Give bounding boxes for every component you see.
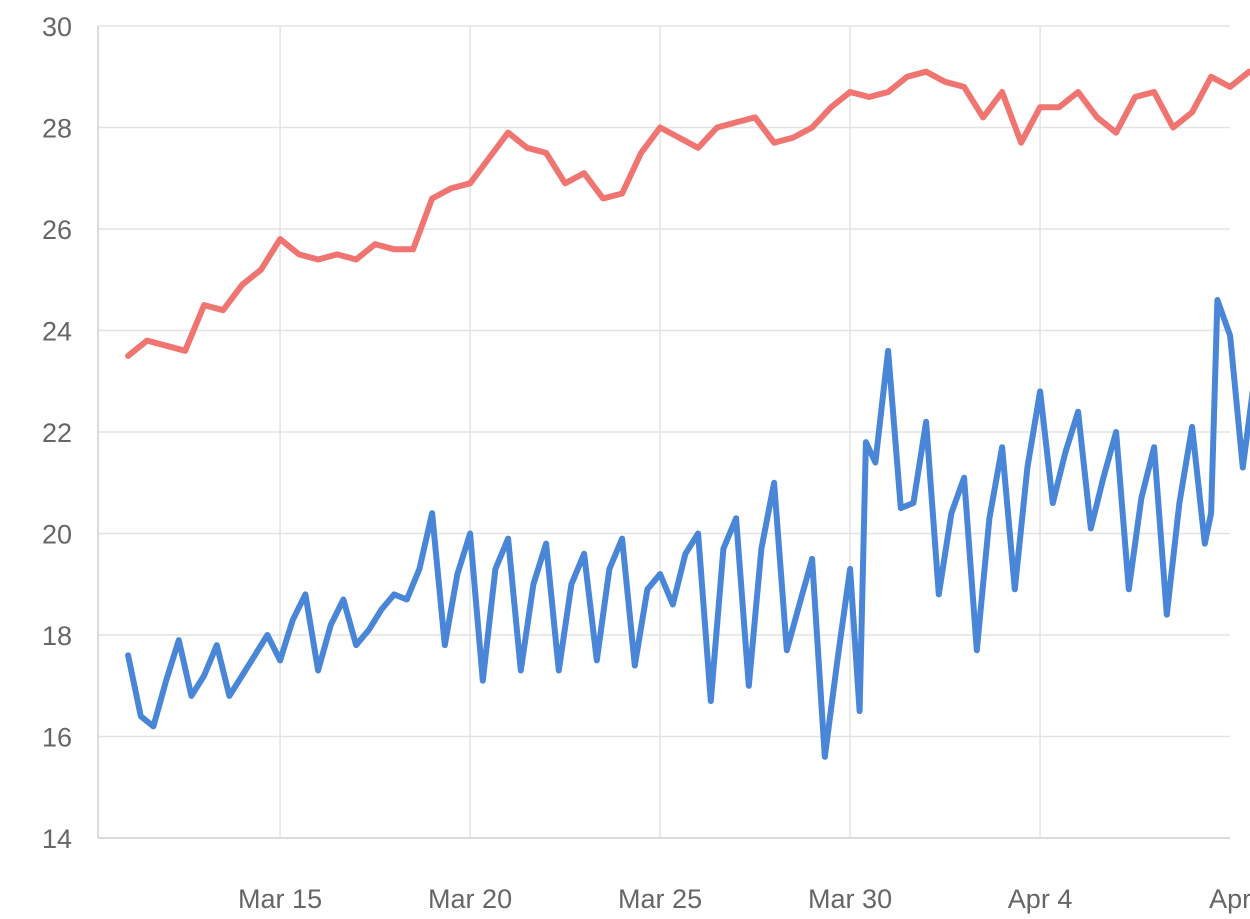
y-tick-label: 18 xyxy=(42,621,72,651)
series-line-1 xyxy=(125,68,1250,359)
y-tick-label: 20 xyxy=(42,520,72,550)
series-line-2 xyxy=(125,297,1250,760)
y-axis-tick-labels: 14 16 18 20 22 24 26 28 30 xyxy=(42,12,72,854)
y-tick-label: 30 xyxy=(42,12,72,42)
y-tick-label: 26 xyxy=(42,215,72,245)
x-tick-label: Mar 15 xyxy=(238,884,322,914)
y-tick-label: 22 xyxy=(42,418,72,448)
y-tick-label: 14 xyxy=(42,824,72,854)
x-tick-label: Apr 4 xyxy=(1008,884,1073,914)
x-tick-label: Mar 25 xyxy=(618,884,702,914)
y-tick-label: 16 xyxy=(42,723,72,753)
chart-grid xyxy=(97,25,1230,839)
y-tick-label: 24 xyxy=(42,317,72,347)
x-tick-label: Mar 30 xyxy=(808,884,892,914)
x-axis-tick-labels: Mar 15 Mar 20 Mar 25 Mar 30 Apr 4 Apr xyxy=(238,884,1250,914)
x-tick-label: Mar 20 xyxy=(428,884,512,914)
plot-area xyxy=(125,68,1250,760)
y-tick-label: 28 xyxy=(42,114,72,144)
x-tick-label: Apr xyxy=(1209,884,1250,914)
